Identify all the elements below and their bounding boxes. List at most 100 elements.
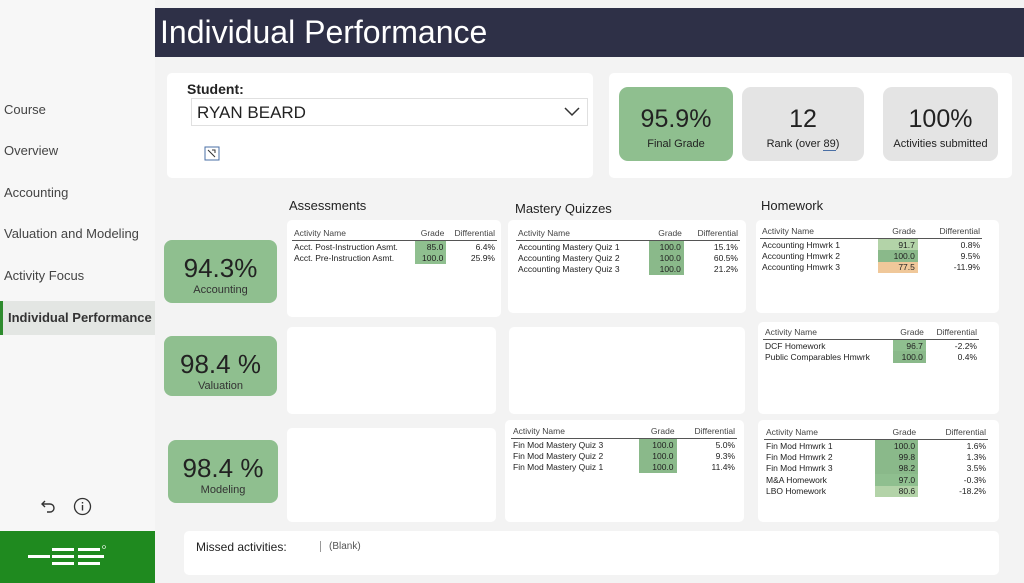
col-activity-name[interactable]: Activity Name [760,226,879,239]
table-row: Accounting Hmwrk 3 77.5 -11.9% [760,261,982,273]
student-selected-value: RYAN BEARD [197,103,306,122]
activity-name: Fin Mod Hmwrk 3 [766,463,833,474]
col-differential[interactable]: Differential [676,426,737,439]
student-label: Student: [187,81,244,97]
rank-label-prefix: Rank (over [766,138,824,150]
col-activity-name[interactable]: Activity Name [292,228,415,241]
diff-cell: 15.1% [713,241,738,252]
activity-name: Accounting Mastery Quiz 1 [518,241,620,252]
assessments-title: Assessments [289,198,367,213]
col-activity-name[interactable]: Activity Name [511,426,640,439]
modeling-score: 98.4 % Modeling [168,440,278,503]
table-row: Fin Mod Hmwrk 2 99.8 1.3% [764,451,988,463]
activity-name: Fin Mod Mastery Quiz 3 [513,439,604,450]
grade-cell: 100.0 [874,439,919,451]
student-dropdown[interactable]: RYAN BEARD [191,98,588,126]
final-grade-value: 95.9% [640,105,712,133]
grade-cell: 96.7 [892,339,926,351]
student-card: Student: RYAN BEARD [167,73,593,178]
final-grade-label: Final Grade [647,138,705,150]
col-differential[interactable]: Differential [917,226,982,239]
col-differential[interactable]: Differential [446,228,497,241]
activity-name: Accounting Hmwrk 3 [762,262,840,273]
col-activity-name[interactable]: Activity Name [763,327,893,340]
grade-cell: 80.6 [874,485,919,497]
diff-cell: 5.0% [715,439,735,450]
table-row: Public Comparables Hmwrk 100.0 0.4% [763,351,979,363]
activity-name: Fin Mod Hmwrk 2 [766,451,833,462]
table-row: Accounting Hmwrk 2 100.0 9.5% [760,250,982,262]
modeling-score-label: Modeling [200,484,246,496]
final-grade-kpi: 95.9% Final Grade [619,87,733,161]
valuation-score: 98.4 % Valuation [164,336,277,396]
activities-value: 100% [908,105,973,133]
nav-item-course[interactable]: Course [4,102,46,117]
activities-label: Activities submitted [893,138,988,150]
homework-accounting-table: Activity Name Grade Differential Account… [760,226,982,273]
rank-label: Rank (over 89) [742,138,864,151]
grade-cell: 77.5 [878,261,918,273]
info-icon[interactable] [72,496,92,516]
grade-cell: 85.0 [414,240,447,252]
grade-cell: 100.0 [649,263,684,275]
activity-name: Public Comparables Hmwrk [765,351,870,362]
diff-cell: 3.5% [966,463,986,474]
homework-modeling-card: Activity Name Grade Differential Fin Mod… [758,420,999,522]
table-row: Accounting Hmwrk 1 91.7 0.8% [760,238,982,250]
col-activity-name[interactable]: Activity Name [764,427,875,440]
homework-accounting-card: Activity Name Grade Differential Account… [756,220,999,313]
nav-item-individual-performance[interactable]: Individual Performance [0,301,155,335]
activity-name: Accounting Mastery Quiz 3 [518,264,620,275]
col-grade[interactable]: Grade [639,426,677,439]
homework-valuation-table: Activity Name Grade Differential DCF Hom… [763,327,979,363]
col-grade[interactable]: Grade [649,228,684,241]
col-activity-name[interactable]: Activity Name [516,228,650,241]
missed-activities-label: Missed activities: [196,540,287,554]
col-grade[interactable]: Grade [878,226,918,239]
grade-cell: 100.0 [639,438,677,450]
homework-title: Homework [761,198,824,213]
col-grade[interactable]: Grade [414,228,447,241]
nav-item-overview[interactable]: Overview [4,143,59,158]
col-differential[interactable]: Differential [683,228,740,241]
col-grade[interactable]: Grade [892,327,926,340]
grade-cell: 100.0 [892,351,926,363]
diff-cell: 9.5% [960,250,980,261]
homework-valuation-card: Activity Name Grade Differential DCF Hom… [758,322,999,414]
col-differential[interactable]: Differential [918,427,988,440]
nav-item-accounting[interactable]: Accounting [4,185,69,200]
assessments-accounting-card: Activity Name Grade Differential Acct. P… [287,220,501,317]
rank-label-suffix: ) [835,138,840,150]
col-differential[interactable]: Differential [925,327,979,340]
grade-cell: 98.2 [874,462,919,474]
table-row: Accounting Mastery Quiz 1 100.0 15.1% [516,240,740,252]
activity-name: Acct. Post-Instruction Asmt. [294,241,398,252]
assessments-modeling-card [287,428,496,522]
rank-total: 89 [823,138,836,151]
grade-cell: 97.0 [874,474,919,486]
clear-selection-icon[interactable] [204,146,220,161]
mastery-modeling-table: Activity Name Grade Differential Fin Mod… [511,426,737,473]
nav-item-valuation-modeling[interactable]: Valuation and Modeling [4,226,139,241]
grade-cell: 100.0 [639,450,677,462]
grade-cell: 100.0 [878,250,918,262]
table-row: Fin Mod Hmwrk 1 100.0 1.6% [764,439,988,451]
grade-cell: 100.0 [649,252,684,264]
rank-kpi: 12 Rank (over 89) [742,87,864,161]
valuation-score-value: 98.4 % [180,349,261,379]
diff-cell: -0.3% [963,474,986,485]
diff-cell: 9.3% [715,450,735,461]
table-row: Fin Mod Mastery Quiz 2 100.0 9.3% [511,450,737,462]
missed-activities-card: Missed activities: (Blank) [184,531,999,575]
grade-cell: 100.0 [414,252,447,264]
table-row: Accounting Mastery Quiz 2 100.0 60.5% [516,252,740,264]
assessments-valuation-card [287,327,496,414]
undo-icon[interactable] [38,496,58,516]
diff-cell: -2.2% [954,340,977,351]
diff-cell: 21.2% [713,264,738,275]
assessments-accounting-table: Activity Name Grade Differential Acct. P… [292,228,497,264]
kpi-card: 95.9% Final Grade 12 Rank (over 89) 100%… [609,73,1012,178]
nav-item-activity-focus[interactable]: Activity Focus [4,268,85,283]
col-grade[interactable]: Grade [874,427,919,440]
activity-name: Fin Mod Hmwrk 1 [766,440,833,451]
